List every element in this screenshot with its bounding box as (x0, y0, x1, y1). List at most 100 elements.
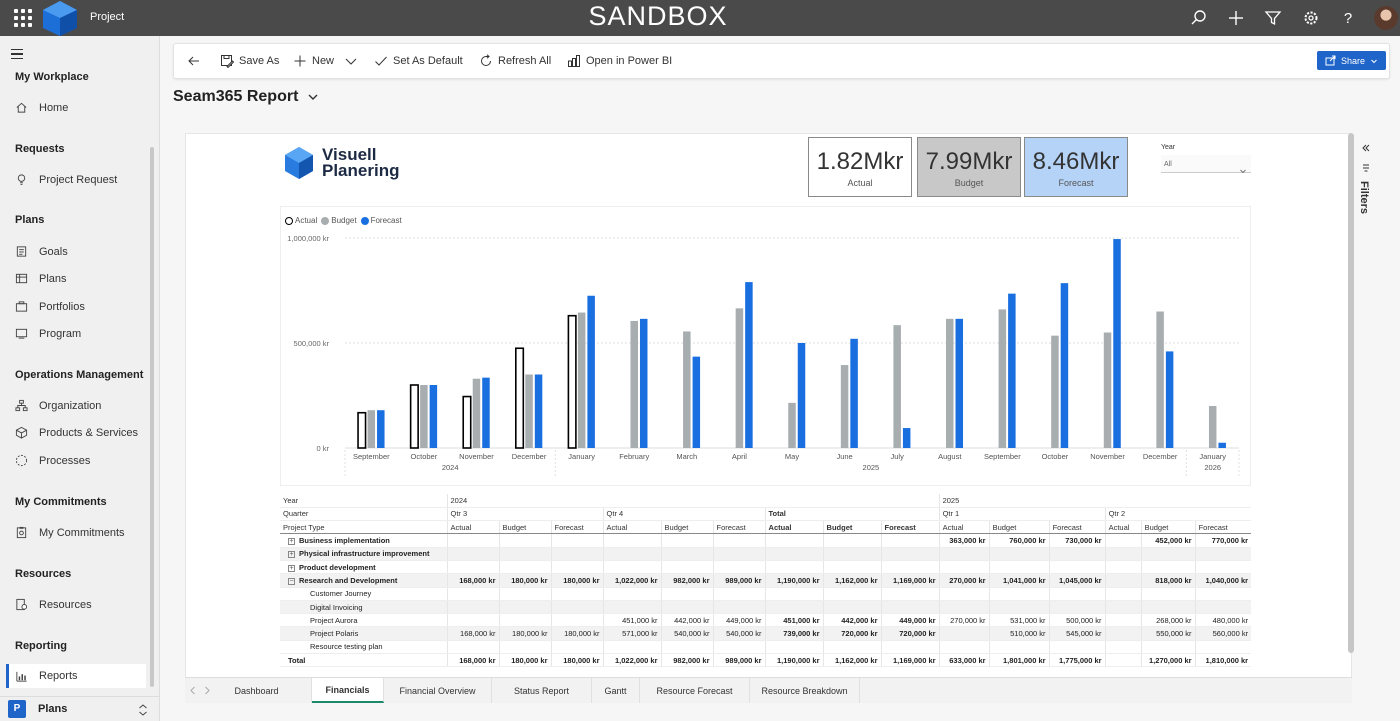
bar-forecast[interactable] (482, 377, 490, 448)
bar-forecast[interactable] (902, 428, 911, 448)
tab-scroll-right-icon[interactable] (203, 686, 211, 695)
bar-forecast[interactable] (639, 318, 648, 448)
gear-icon[interactable] (1301, 8, 1321, 28)
search-icon[interactable] (1189, 8, 1209, 28)
sidebar-item-processes[interactable]: Processes (15, 454, 90, 467)
bar-budget[interactable] (367, 410, 376, 448)
refresh-all-button[interactable]: Refresh All (479, 54, 551, 68)
bar-forecast[interactable] (1218, 442, 1226, 448)
sidebar-item-resources[interactable]: Resources (15, 598, 92, 611)
expand-toggle-icon[interactable]: + (288, 564, 295, 572)
sidebar-item-goals[interactable]: Goals (15, 245, 68, 258)
app-launcher-icon[interactable] (14, 9, 32, 27)
bar-forecast[interactable] (1113, 239, 1121, 448)
bar-budget[interactable] (1051, 335, 1059, 448)
save-as-button[interactable]: Save As (220, 54, 279, 68)
sidebar-item-products-services[interactable]: Products & Services (15, 426, 138, 439)
bar-budget[interactable] (1103, 332, 1112, 449)
bar-budget[interactable] (525, 374, 533, 449)
sidebar-item-program[interactable]: Program (15, 327, 81, 340)
report-scrollbar[interactable] (1348, 133, 1354, 653)
table-row[interactable]: Total 168,000 kr 180,000 kr 180,000 kr 1,022… (280, 653, 1251, 668)
bar-budget[interactable] (472, 378, 481, 448)
year-slicer-dropdown[interactable]: All (1161, 155, 1251, 174)
bar-budget[interactable] (840, 365, 849, 448)
page-title[interactable]: Seam365 Report (173, 88, 320, 106)
bar-forecast[interactable] (377, 410, 385, 448)
bar-forecast[interactable] (1060, 283, 1069, 448)
tab-financials[interactable]: Financials (312, 678, 384, 703)
bar-budget[interactable] (683, 331, 691, 448)
sidebar-item-project-request[interactable]: Project Request (15, 173, 117, 186)
bar-budget[interactable] (735, 308, 744, 448)
table-row[interactable]: Digital Invoicing (280, 600, 1251, 615)
add-icon[interactable] (1226, 8, 1246, 28)
bar-forecast[interactable] (1008, 293, 1016, 448)
bar-budget[interactable] (893, 325, 901, 448)
tab-status-report[interactable]: Status Report (492, 678, 592, 703)
filter-icon[interactable] (1263, 8, 1283, 28)
bar-actual[interactable] (567, 314, 577, 449)
bar-budget[interactable] (998, 309, 1007, 448)
new-button[interactable]: New (293, 54, 334, 68)
hamburger-icon[interactable] (11, 49, 23, 62)
tab-resource-breakdown[interactable]: Resource Breakdown (750, 678, 860, 703)
bar-forecast[interactable] (692, 356, 701, 448)
legend-item-actual[interactable]: Actual (285, 216, 317, 225)
bar-budget[interactable] (946, 318, 954, 448)
bar-forecast[interactable] (1165, 351, 1174, 448)
filters-pane[interactable]: Filters (1356, 133, 1376, 553)
bar-budget[interactable] (577, 312, 586, 448)
back-button[interactable] (187, 54, 206, 68)
table-row[interactable]: + Business implementation 363,000 kr 760,00… (280, 533, 1251, 548)
sidebar-item-plans[interactable]: Plans (15, 272, 67, 285)
bar-actual[interactable] (409, 384, 419, 449)
sidebar-item-reports[interactable]: Reports (6, 664, 146, 688)
bar-actual[interactable] (515, 347, 525, 449)
set-as-default-button[interactable]: Set As Default (374, 54, 463, 68)
bar-forecast[interactable] (955, 318, 964, 448)
sidebar-item-home[interactable]: Home (15, 101, 68, 114)
bar-budget[interactable] (420, 385, 428, 448)
sidebar-scrollbar[interactable] (150, 147, 154, 687)
bar-budget[interactable] (1156, 311, 1164, 449)
table-row[interactable]: Project Aurora 451,000 kr 442,000 kr 449,00… (280, 613, 1251, 628)
sidebar-item-portfolios[interactable]: Portfolios (15, 300, 85, 313)
tab-financial-overview[interactable]: Financial Overview (384, 678, 492, 703)
bar-forecast[interactable] (429, 385, 438, 448)
area-switcher[interactable]: P Plans (0, 696, 160, 721)
bar-forecast[interactable] (745, 282, 753, 448)
table-row[interactable]: Resource testing plan (280, 640, 1251, 655)
tab-dashboard[interactable]: Dashboard (202, 678, 312, 703)
table-row[interactable]: Customer Journey (280, 587, 1251, 601)
bar-budget[interactable] (630, 320, 638, 448)
help-icon[interactable]: ? (1338, 8, 1358, 28)
bar-forecast[interactable] (850, 338, 858, 448)
table-row[interactable]: + Product development (280, 560, 1251, 575)
avatar[interactable] (1374, 6, 1398, 30)
tab-resource-forecast[interactable]: Resource Forecast (640, 678, 750, 703)
expand-toggle-icon[interactable]: + (288, 538, 295, 546)
tab-scroll-left-icon[interactable] (189, 686, 197, 695)
sidebar-item-organization[interactable]: Organization (15, 399, 101, 412)
year-slicer[interactable]: Year All (1161, 144, 1251, 174)
share-button[interactable]: Share (1317, 51, 1386, 70)
collapse-icon[interactable] (1361, 143, 1371, 153)
table-row[interactable]: Project Polaris 168,000 kr 180,000 kr 180,0… (280, 626, 1251, 641)
tab-gantt[interactable]: Gantt (592, 678, 640, 703)
expand-toggle-icon[interactable]: − (288, 577, 295, 585)
legend-item-forecast[interactable]: Forecast (360, 216, 402, 225)
table-row[interactable]: − Research and Development 168,000 kr 180,0… (280, 573, 1251, 588)
expand-toggle-icon[interactable]: + (288, 551, 295, 559)
open-in-power-bi-button[interactable]: Open in Power BI (567, 54, 672, 68)
bar-actual[interactable] (462, 395, 472, 449)
bar-forecast[interactable] (587, 295, 595, 448)
legend-item-budget[interactable]: Budget (321, 216, 357, 225)
table-row[interactable]: + Physical infrastructure improvement (280, 547, 1251, 561)
sidebar-item-my-commitments[interactable]: My Commitments (15, 526, 125, 539)
bar-forecast[interactable] (534, 374, 543, 449)
bar-actual[interactable] (357, 411, 367, 449)
bar-budget[interactable] (1208, 406, 1217, 448)
new-dropdown-button[interactable] (344, 54, 363, 68)
bar-budget[interactable] (788, 402, 796, 448)
